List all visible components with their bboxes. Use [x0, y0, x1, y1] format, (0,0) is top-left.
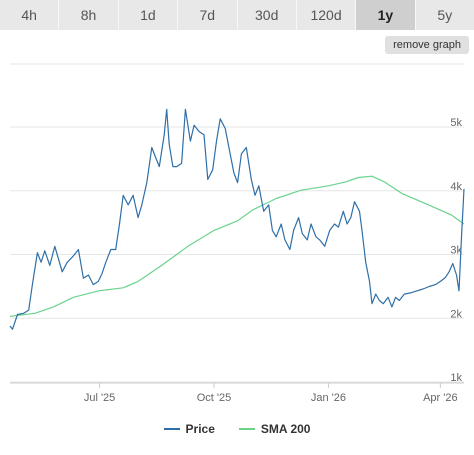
tab-5y[interactable]: 5y	[415, 0, 474, 30]
tab-120d[interactable]: 120d	[296, 0, 357, 30]
x-tick-label: Apr '26	[423, 392, 458, 404]
tab-7d[interactable]: 7d	[178, 0, 238, 30]
y-tick-label: 2k	[450, 308, 462, 320]
grid-lines	[10, 63, 464, 388]
sma-line-swatch	[238, 428, 255, 430]
timeframe-tabs: 4h 8h 1d 7d 30d 120d 1y 5y	[0, 0, 474, 30]
series-lines	[9, 108, 465, 330]
y-tick-label: 1k	[450, 372, 462, 384]
remove-graph-button[interactable]: remove graph	[385, 36, 469, 54]
legend-item-price[interactable]: Price	[163, 422, 215, 436]
y-tick-label: 5k	[450, 117, 462, 129]
tab-1d[interactable]: 1d	[118, 0, 179, 30]
y-tick-label: 4k	[450, 181, 462, 193]
legend-label-price: Price	[185, 422, 215, 436]
x-tick-label: Oct '25	[197, 392, 232, 404]
tab-4h[interactable]: 4h	[0, 0, 60, 30]
x-tick-label: Jan '26	[311, 392, 346, 404]
tab-1y[interactable]: 1y	[356, 0, 416, 30]
chart-legend: Price SMA 200	[0, 418, 474, 440]
y-axis-labels: 1k 2k 3k 4k 5k	[450, 117, 462, 384]
price-line	[9, 108, 465, 330]
tab-30d[interactable]: 30d	[237, 0, 297, 30]
x-axis-labels: Jul '25 Oct '25 Jan '26 Apr '26	[84, 392, 458, 404]
tab-8h[interactable]: 8h	[59, 0, 119, 30]
price-line-swatch	[163, 428, 180, 430]
legend-label-sma: SMA 200	[260, 422, 311, 436]
legend-item-sma[interactable]: SMA 200	[238, 422, 311, 436]
sma-200-line	[9, 175, 465, 317]
y-tick-label: 3k	[450, 245, 462, 257]
x-tick-label: Jul '25	[84, 392, 115, 404]
